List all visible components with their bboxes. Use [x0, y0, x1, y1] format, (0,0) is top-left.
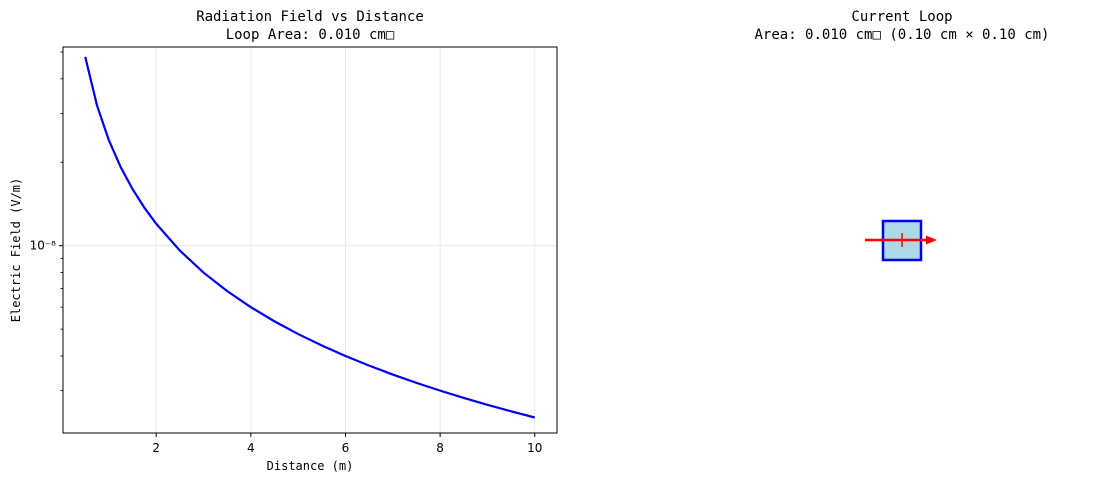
chart-title: Radiation Field vs Distance: [196, 9, 424, 25]
x-tick-label: 6: [342, 441, 350, 455]
plot-frame: [62, 46, 558, 434]
x-tick-label: 8: [436, 441, 444, 455]
diagram-subtitle: Area: 0.010 cm□ (0.10 cm × 0.10 cm): [754, 27, 1049, 43]
field-series-line: [84, 56, 536, 419]
grid: [63, 47, 557, 433]
ticks: 2 4 6 8 10 10⁻⁸: [30, 51, 542, 455]
y-tick-label: 10⁻⁸: [30, 239, 57, 253]
x-tick-label: 10: [527, 441, 542, 455]
chart-subtitle: Loop Area: 0.010 cm□: [226, 27, 395, 43]
current-arrow-head: [926, 235, 937, 245]
x-tick-label: 4: [247, 441, 255, 455]
diagram-title: Current Loop: [851, 9, 952, 25]
x-axis-label: Distance (m): [267, 459, 354, 473]
x-tick-label: 2: [152, 441, 160, 455]
loop-diagram: Current Loop Area: 0.010 cm□ (0.10 cm × …: [754, 9, 1050, 262]
y-axis-label: Electric Field (V/m): [9, 178, 23, 323]
field-chart: Radiation Field vs Distance Loop Area: 0…: [9, 9, 558, 473]
